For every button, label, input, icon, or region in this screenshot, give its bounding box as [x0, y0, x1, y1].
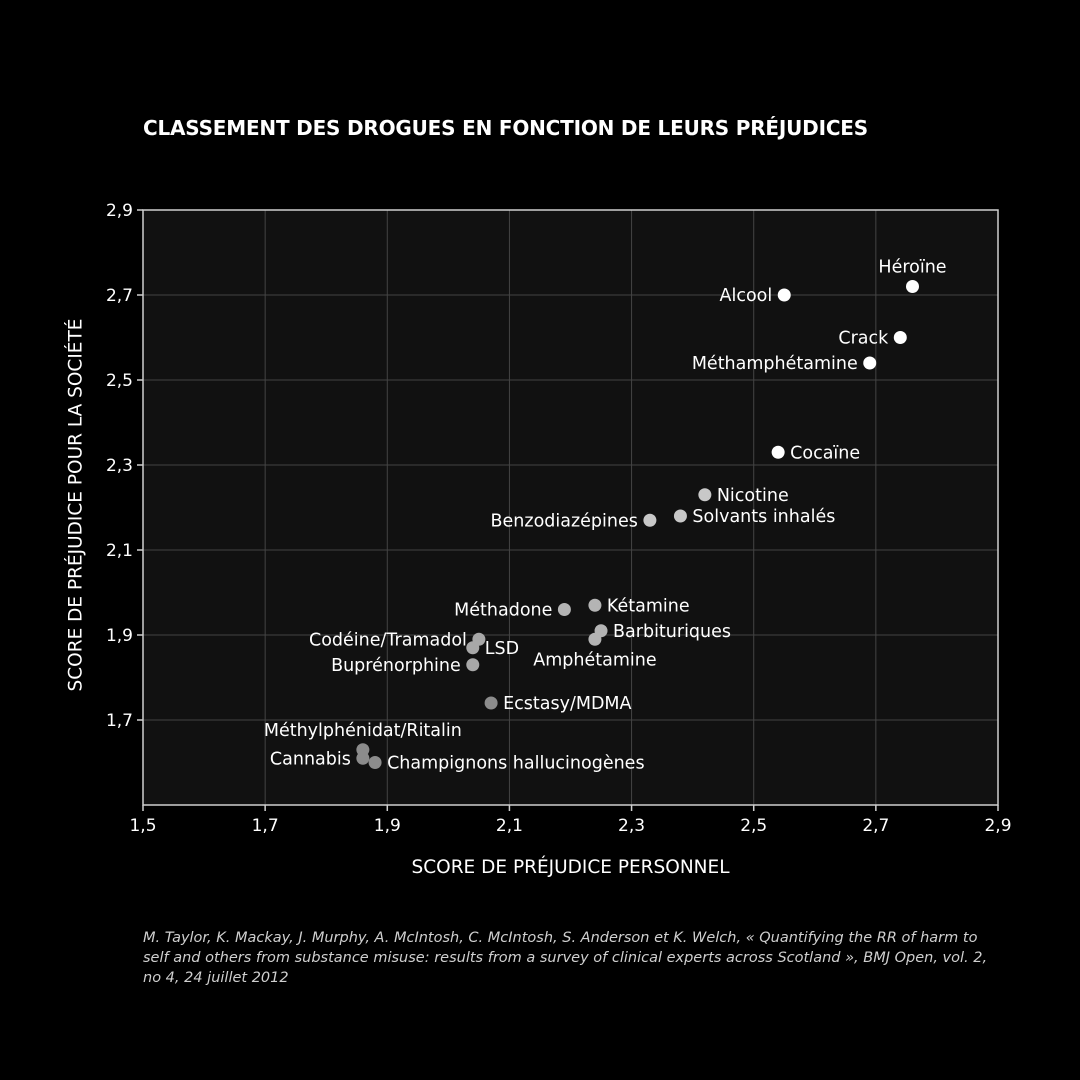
data-label: Amphétamine: [533, 650, 656, 670]
data-label: Barbituriques: [613, 622, 731, 642]
data-point: [777, 288, 791, 302]
data-label: Alcool: [720, 286, 773, 306]
data-point: [368, 756, 382, 769]
data-point: [771, 445, 785, 459]
y-tick-label: 2,9: [106, 201, 133, 221]
x-tick-label: 1,5: [129, 816, 156, 836]
y-tick-label: 2,1: [106, 541, 133, 561]
data-point: [893, 331, 907, 344]
data-label: Cannabis: [270, 749, 351, 769]
x-tick-label: 2,7: [862, 816, 889, 836]
data-label: Méthamphétamine: [692, 354, 858, 374]
chart-title: CLASSEMENT DES DROGUES EN FONCTION DE LE…: [143, 116, 868, 140]
data-label: Kétamine: [607, 596, 690, 616]
data-label: Ecstasy/MDMA: [503, 694, 631, 714]
y-axis-label: SCORE DE PRÉJUDICE POUR LA SOCIÉTÉ: [65, 318, 87, 692]
data-point: [643, 513, 657, 527]
data-label: Cocaïne: [790, 443, 860, 463]
data-point: [466, 658, 480, 672]
y-tick-label: 2,3: [106, 456, 133, 476]
plot-area: [143, 210, 998, 805]
data-point: [557, 603, 571, 616]
data-label: Crack: [838, 329, 889, 349]
y-tick-label: 2,7: [106, 286, 133, 306]
data-label: Benzodiazépines: [491, 511, 638, 531]
x-tick-label: 2,3: [618, 816, 645, 836]
x-axis-label: SCORE DE PRÉJUDICE PERSONNEL: [411, 857, 730, 878]
x-tick-label: 1,7: [252, 816, 279, 836]
x-tick-label: 2,5: [740, 816, 767, 836]
data-point: [356, 751, 370, 765]
data-label: Héroïne: [878, 258, 946, 278]
data-label: Buprénorphine: [331, 656, 461, 676]
data-label: LSD: [485, 639, 519, 659]
y-tick-label: 1,9: [106, 626, 133, 646]
data-point: [588, 598, 602, 612]
data-point: [863, 356, 877, 370]
y-tick-label: 1,7: [106, 711, 133, 731]
data-point: [673, 509, 687, 523]
data-label: Méthadone: [454, 601, 552, 621]
data-label: Champignons hallucinogènes: [387, 754, 644, 774]
data-point: [466, 641, 480, 655]
data-label: Codéine/Tramadol: [309, 630, 467, 650]
data-point: [588, 632, 602, 646]
data-point: [906, 280, 919, 293]
data-label: Nicotine: [717, 486, 789, 506]
y-tick-label: 2,5: [106, 371, 133, 391]
data-label: Méthylphénidat/Ritalin: [264, 721, 462, 741]
x-axis-ticks: 1,5 1,7 1,9 2,1 2,3 2,5 2,7 2,9: [129, 805, 1012, 836]
source-citation: M. Taylor, K. Mackay, J. Murphy, A. McIn…: [143, 930, 988, 986]
data-point: [484, 696, 498, 710]
data-points: [356, 280, 919, 769]
x-tick-label: 2,9: [984, 816, 1011, 836]
data-point: [698, 488, 712, 502]
x-tick-label: 1,9: [374, 816, 401, 836]
plot-frame: [142, 209, 999, 806]
y-axis-ticks: 1,7 1,9 2,1 2,3 2,5 2,7 2,9: [106, 201, 143, 731]
point-labels: Héroïne Alcool Crack Méthamphétamine Cocaïne…: [264, 258, 947, 774]
x-tick-label: 2,1: [496, 816, 523, 836]
data-label: Solvants inhalés: [692, 507, 835, 527]
